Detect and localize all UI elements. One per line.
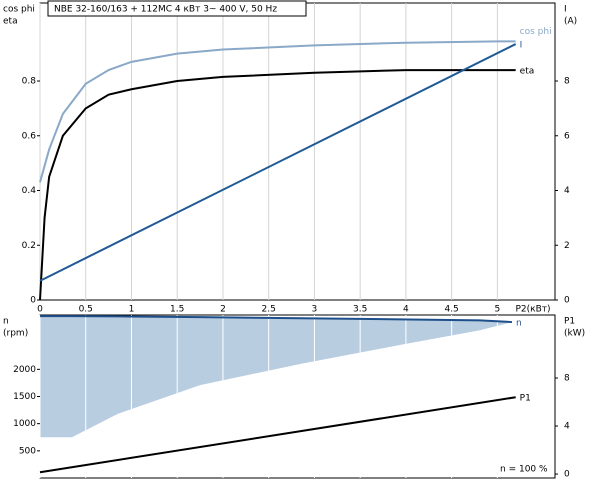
y-tick-label: 2000	[13, 365, 36, 375]
y-tick-label: 0.6	[22, 131, 37, 141]
x-tick-label: 4	[403, 305, 409, 315]
series-label: n	[516, 319, 522, 329]
y2-tick-label: 2	[564, 241, 570, 251]
y-axis-label: cos phi	[3, 5, 35, 15]
x-tick-label: 1.5	[170, 305, 184, 315]
series-label: cos phi	[520, 27, 552, 37]
x-tick-label: 2	[220, 305, 226, 315]
y-tick-label: 1500	[13, 392, 36, 402]
x-tick-label: 5	[495, 305, 501, 315]
x-axis-label: P2(кВт)	[515, 305, 550, 315]
title-box	[47, 0, 307, 17]
y-axis-label: (rpm)	[3, 329, 28, 339]
y-tick-label: 1000	[13, 419, 36, 429]
series-line	[39, 69, 516, 301]
y2-axis-label: I	[564, 5, 567, 15]
annotation: n = 100 %	[500, 465, 548, 475]
y2-tick-label: 0	[564, 296, 570, 306]
y-tick-label: 0	[30, 296, 36, 306]
y-tick-label: 500	[19, 446, 36, 456]
y2-tick-label: 0	[564, 470, 570, 480]
y-axis-label: eta	[3, 17, 18, 27]
y2-tick-label: 8	[564, 77, 570, 87]
series-label: eta	[520, 67, 535, 77]
series-line	[39, 43, 517, 282]
x-tick-label: 3.5	[353, 305, 367, 315]
y-tick-label: 0.8	[22, 77, 37, 87]
x-tick-label: 1	[129, 305, 135, 315]
plot-frame	[39, 2, 556, 301]
y-axis-label: n	[3, 317, 9, 327]
y2-tick-label: 4	[564, 186, 570, 196]
series-line	[39, 396, 516, 474]
series-label: P1	[520, 394, 531, 404]
y2-axis-label: (kW)	[564, 329, 585, 339]
y-tick-label: 0.2	[22, 241, 36, 251]
y2-axis-label: P1	[564, 317, 575, 327]
series-line	[39, 40, 516, 183]
x-tick-label: 3	[312, 305, 318, 315]
x-tick-label: 0.5	[79, 305, 93, 315]
series-label: I	[520, 41, 523, 51]
y2-tick-label: 4	[564, 422, 570, 432]
band-area	[40, 316, 513, 438]
x-tick-label: 4.5	[444, 305, 458, 315]
y2-axis-label: (A)	[564, 17, 577, 27]
x-tick-label: 2.5	[262, 305, 276, 315]
x-tick-label: 0	[37, 305, 43, 315]
y2-tick-label: 6	[564, 131, 570, 141]
chart-title: NBE 32-160/163 + 112MC 4 кВт 3~ 400 V, 5…	[54, 5, 277, 15]
series-line	[40, 315, 513, 324]
y2-tick-label: 8	[564, 374, 570, 384]
y-tick-label: 0.4	[22, 186, 37, 196]
